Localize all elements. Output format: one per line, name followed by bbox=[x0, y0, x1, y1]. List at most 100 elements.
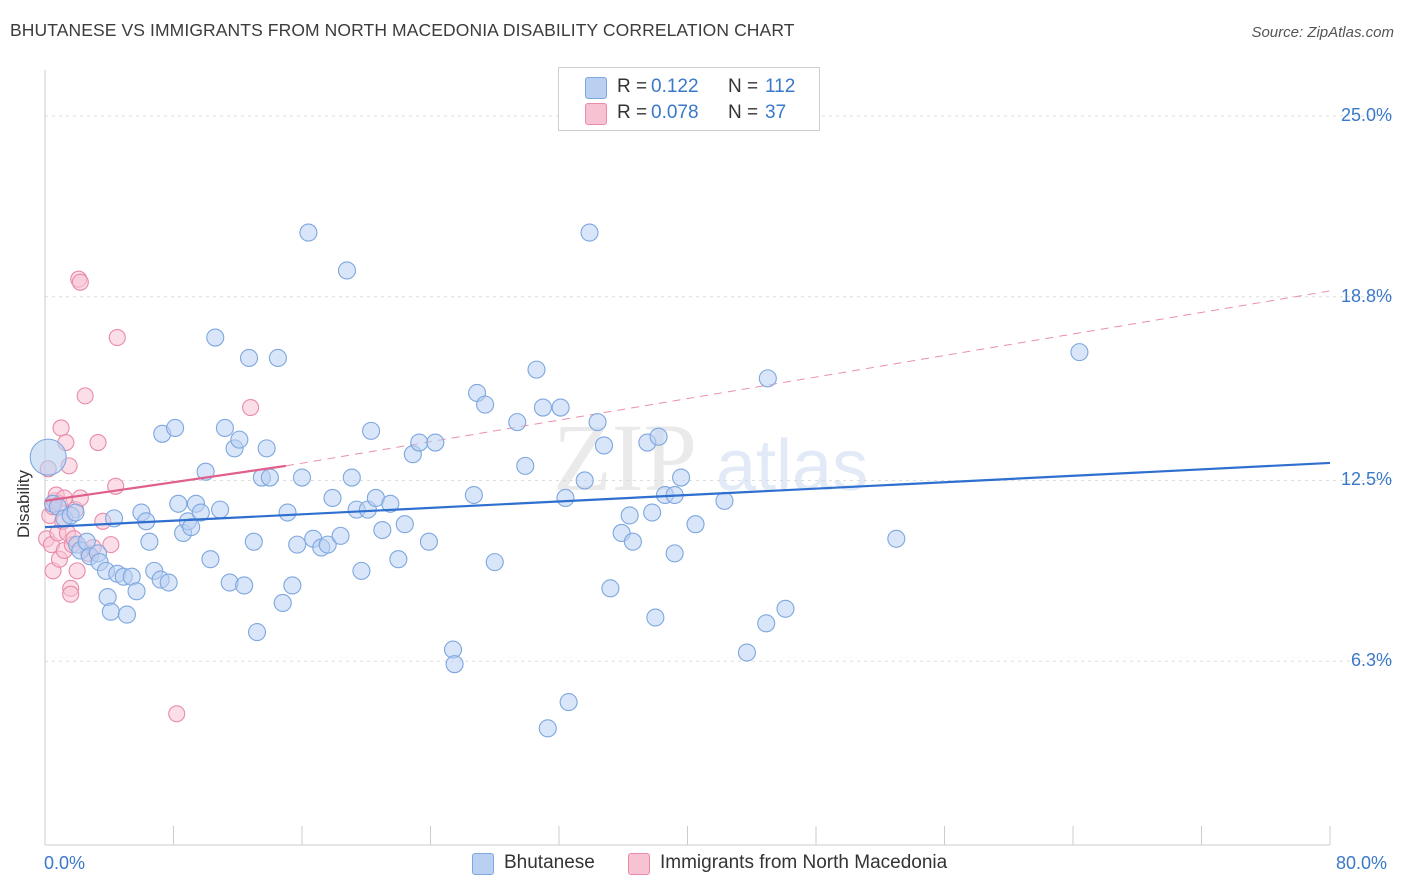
data-point-bhutanese bbox=[117, 605, 136, 624]
x-tick-label-min: 0.0% bbox=[44, 853, 86, 873]
data-point-bhutanese bbox=[299, 223, 318, 242]
legend-label: Bhutanese bbox=[504, 852, 595, 873]
chart-source: Source: ZipAtlas.com bbox=[1251, 24, 1394, 41]
data-point-bhutanese bbox=[776, 599, 795, 618]
data-point-bhutanese bbox=[260, 468, 279, 487]
data-point-bhutanese bbox=[643, 503, 662, 522]
data-point-bhutanese bbox=[715, 491, 734, 510]
data-point-bhutanese bbox=[580, 223, 599, 242]
blue-swatch bbox=[472, 853, 494, 875]
data-point-bhutanese bbox=[445, 655, 464, 674]
data-point-bhutanese bbox=[292, 468, 312, 487]
data-point-north-macedonia bbox=[71, 273, 89, 291]
data-point-bhutanese bbox=[169, 494, 188, 513]
data-point-bhutanese bbox=[323, 488, 342, 508]
n-label: N = bbox=[728, 76, 759, 97]
data-point-bhutanese bbox=[575, 471, 594, 490]
data-point-bhutanese bbox=[268, 348, 287, 368]
data-point-bhutanese bbox=[288, 535, 307, 554]
data-point-bhutanese bbox=[559, 693, 578, 712]
trend-line-bhutanese bbox=[44, 461, 1331, 529]
pink-swatch bbox=[585, 103, 607, 125]
data-point-north-macedonia bbox=[62, 585, 80, 603]
data-point-bhutanese bbox=[426, 433, 445, 452]
data-point-bhutanese bbox=[646, 608, 665, 627]
y-tick-label: 25.0% bbox=[1340, 104, 1392, 125]
data-point-bhutanese bbox=[342, 468, 361, 487]
x-tick-label-max: 80.0% bbox=[1336, 853, 1388, 873]
r-label: R = bbox=[617, 76, 648, 97]
data-point-bhutanese bbox=[140, 532, 159, 551]
data-point-bhutanese bbox=[373, 520, 392, 540]
data-point-bhutanese bbox=[508, 413, 527, 432]
data-point-bhutanese bbox=[166, 418, 185, 438]
y-tick-label: 6.3% bbox=[1350, 650, 1392, 671]
data-point-bhutanese bbox=[649, 427, 668, 446]
trend-lines bbox=[44, 461, 1331, 529]
data-point-bhutanese bbox=[318, 535, 337, 554]
data-point-bhutanese bbox=[101, 602, 120, 621]
data-point-bhutanese bbox=[476, 395, 495, 414]
data-point-bhutanese bbox=[887, 529, 906, 548]
data-point-north-macedonia bbox=[102, 536, 120, 554]
data-point-bhutanese bbox=[665, 544, 684, 563]
data-point-bhutanese bbox=[230, 430, 249, 449]
data-point-bhutanese bbox=[201, 550, 220, 569]
data-point-bhutanese bbox=[551, 398, 570, 417]
trend-extension bbox=[285, 290, 1331, 467]
n-value: 37 bbox=[765, 102, 787, 123]
r-value: 0.078 bbox=[651, 102, 699, 123]
legend-label: Immigrants from North Macedonia bbox=[660, 852, 948, 873]
watermark-atlas: atlas bbox=[716, 426, 868, 506]
r-value: 0.122 bbox=[651, 76, 699, 97]
points-bhutanese bbox=[29, 223, 1089, 738]
data-point-bhutanese bbox=[594, 436, 614, 455]
data-point-bhutanese bbox=[623, 532, 642, 551]
data-point-bhutanese bbox=[538, 719, 557, 738]
data-point-bhutanese bbox=[757, 614, 776, 633]
data-point-bhutanese bbox=[273, 593, 292, 612]
data-point-north-macedonia bbox=[168, 705, 186, 723]
data-point-bhutanese bbox=[527, 360, 546, 379]
data-point-bhutanese bbox=[331, 526, 350, 545]
data-point-bhutanese bbox=[419, 532, 438, 551]
data-point-bhutanese bbox=[127, 582, 146, 601]
data-point-bhutanese bbox=[672, 468, 691, 487]
bottom-legend: Bhutanese Immigrants from North Macedoni… bbox=[0, 852, 1406, 876]
data-point-bhutanese bbox=[737, 643, 756, 662]
y-axis-label: Disability bbox=[14, 469, 33, 538]
data-point-bhutanese bbox=[758, 369, 777, 388]
chart-title: BHUTANESE VS IMMIGRANTS FROM NORTH MACED… bbox=[10, 20, 795, 40]
y-tick-label: 12.5% bbox=[1340, 469, 1392, 490]
data-point-bhutanese bbox=[278, 503, 297, 522]
data-point-bhutanese bbox=[410, 433, 429, 452]
data-point-bhutanese bbox=[352, 561, 371, 580]
data-point-bhutanese bbox=[244, 532, 263, 551]
data-point-bhutanese bbox=[620, 506, 639, 525]
data-point-bhutanese bbox=[601, 579, 620, 598]
y-tick-label: 18.8% bbox=[1340, 285, 1392, 306]
data-point-north-macedonia bbox=[108, 329, 126, 347]
data-point-north-macedonia bbox=[68, 562, 86, 580]
data-point-north-macedonia bbox=[242, 398, 260, 417]
data-point-bhutanese bbox=[1070, 343, 1089, 362]
data-point-bhutanese bbox=[283, 576, 302, 595]
data-point-bhutanese bbox=[98, 588, 117, 607]
n-label: N = bbox=[728, 102, 759, 123]
pink-swatch bbox=[628, 853, 650, 875]
data-point-north-macedonia bbox=[76, 387, 94, 405]
data-point-bhutanese bbox=[533, 398, 552, 417]
data-point-bhutanese bbox=[389, 550, 408, 569]
data-point-bhutanese bbox=[215, 418, 234, 438]
data-point-bhutanese bbox=[247, 623, 267, 642]
data-point-bhutanese bbox=[206, 328, 225, 347]
data-point-bhutanese bbox=[395, 515, 414, 534]
data-point-bhutanese bbox=[516, 456, 535, 475]
data-point-bhutanese bbox=[362, 421, 381, 440]
data-point-north-macedonia bbox=[89, 433, 107, 452]
data-point-bhutanese bbox=[485, 553, 504, 572]
trend-line-north-macedonia bbox=[44, 464, 287, 502]
data-point-bhutanese bbox=[211, 500, 230, 519]
data-point-north-macedonia bbox=[52, 419, 70, 437]
data-point-bhutanese bbox=[66, 503, 85, 522]
